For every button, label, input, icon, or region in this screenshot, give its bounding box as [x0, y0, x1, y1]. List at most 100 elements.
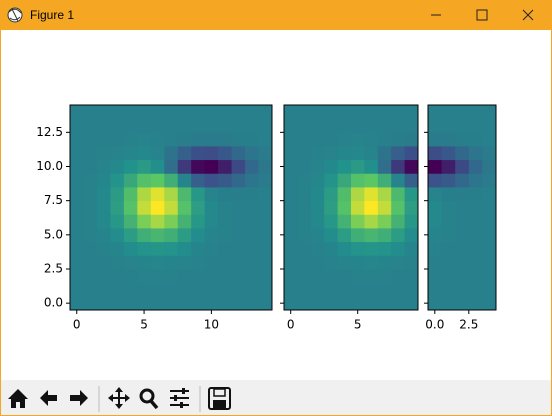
heatmap-cell	[231, 241, 246, 256]
heatmap-cell	[441, 241, 456, 256]
save-button[interactable]	[208, 387, 231, 410]
heatmap-cell	[137, 255, 152, 270]
configure-subplots-button[interactable]	[170, 388, 189, 408]
heatmap-cell	[337, 282, 352, 297]
heatmap-cell	[258, 228, 273, 243]
heatmap-cell	[218, 200, 232, 215]
heatmap-cell	[441, 255, 456, 270]
heatmap-cell	[284, 105, 298, 120]
heatmap-cell	[177, 146, 192, 161]
heatmap-cell	[441, 282, 456, 297]
heatmap-cell	[231, 200, 246, 215]
heatmap-cell	[364, 255, 379, 270]
heatmap-cell	[70, 200, 84, 215]
heatmap-cell	[96, 105, 111, 120]
heatmap-cell	[123, 132, 138, 147]
heatmap-cell	[245, 200, 259, 215]
home-button[interactable]	[8, 389, 28, 408]
heatmap-cell	[324, 269, 338, 284]
heatmap-cell	[258, 187, 273, 202]
heatmap-cell	[337, 173, 352, 188]
heatmap-cell	[455, 282, 470, 297]
heatmap-cell	[204, 269, 219, 284]
heatmap-cell	[70, 187, 84, 202]
x-tick-label: 10	[204, 318, 219, 332]
heatmap-cell	[96, 187, 111, 202]
heatmap-cell	[391, 159, 405, 174]
heatmap-cell	[137, 118, 152, 133]
heatmap-cell	[110, 255, 125, 270]
heatmap-cell	[455, 200, 470, 215]
heatmap-cell	[110, 269, 125, 284]
heatmap-cell	[284, 159, 298, 174]
heatmap-cell	[164, 118, 179, 133]
heatmap-cell	[284, 146, 298, 161]
heatmap-cell	[150, 118, 165, 133]
maximize-button[interactable]	[476, 9, 488, 21]
heatmap-cell	[245, 241, 259, 256]
heatmap-cell	[177, 105, 192, 120]
heatmap-cell	[391, 282, 405, 297]
heatmap-cell	[441, 159, 456, 174]
heatmap-cell	[441, 269, 456, 284]
heatmap-panel	[70, 105, 273, 311]
heatmap-cell	[164, 296, 179, 311]
heatmap-cell	[482, 241, 497, 256]
heatmap-cell	[218, 187, 232, 202]
heatmap-cell	[351, 105, 365, 120]
heatmap-cell	[297, 173, 312, 188]
heatmap-cell	[137, 228, 152, 243]
heatmap-cell	[284, 200, 298, 215]
heatmap-cell	[284, 296, 298, 311]
heatmap-cell	[123, 187, 138, 202]
heatmap-cell	[284, 214, 298, 229]
heatmap-cell	[164, 132, 179, 147]
heatmap-cell	[177, 118, 192, 133]
heatmap-cell	[377, 241, 392, 256]
heatmap-cell	[364, 132, 379, 147]
heatmap-cell	[218, 146, 232, 161]
heatmap-cell	[177, 159, 192, 174]
heatmap-cell	[191, 187, 206, 202]
heatmap-cell	[245, 173, 259, 188]
heatmap-cell	[177, 296, 192, 311]
x-tick-label: 0.0	[425, 318, 444, 332]
heatmap-cell	[324, 228, 338, 243]
heatmap-cell	[164, 187, 179, 202]
heatmap-cell	[297, 200, 312, 215]
heatmap-cell	[83, 159, 98, 174]
heatmap-cell	[297, 228, 312, 243]
heatmap-cell	[284, 118, 298, 133]
heatmap-cell	[297, 269, 312, 284]
heatmap-cell	[441, 118, 456, 133]
heatmap-cell	[324, 146, 338, 161]
zoom-button[interactable]	[139, 388, 159, 410]
heatmap-cell	[404, 118, 419, 133]
heatmap-cell	[83, 173, 98, 188]
heatmap-cell	[337, 269, 352, 284]
heatmap-cell	[482, 228, 497, 243]
heatmap-cell	[351, 146, 365, 161]
heatmap-cell	[177, 200, 192, 215]
heatmap-cell	[218, 105, 232, 120]
heatmap-cell	[204, 255, 219, 270]
heatmap-cell	[310, 159, 325, 174]
heatmap-cell	[455, 296, 470, 311]
heatmap-cell	[150, 228, 165, 243]
heatmap-panel	[284, 105, 419, 311]
heatmap-cell	[258, 159, 273, 174]
heatmap-cell	[96, 200, 111, 215]
heatmap-cell	[231, 146, 246, 161]
forward-button[interactable]	[70, 390, 88, 406]
heatmap-cell	[96, 255, 111, 270]
heatmap-cell	[468, 282, 483, 297]
heatmap-cell	[123, 241, 138, 256]
heatmap-cell	[191, 282, 206, 297]
pan-button[interactable]	[108, 387, 130, 409]
axes-frame	[427, 104, 497, 311]
close-button[interactable]	[522, 9, 534, 21]
back-button[interactable]	[40, 390, 57, 406]
heatmap-cell	[310, 282, 325, 297]
heatmap-cell	[258, 200, 273, 215]
heatmap-cell	[428, 200, 442, 215]
